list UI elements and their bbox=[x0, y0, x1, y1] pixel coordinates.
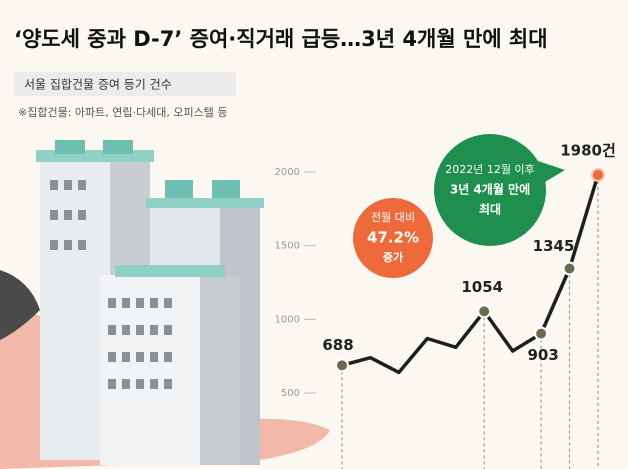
chart-subtitle: 서울 집합건물 증여 등기 건수 bbox=[24, 78, 172, 92]
annotation-bubble bbox=[353, 198, 433, 278]
y-tick-label: 500 bbox=[281, 388, 300, 399]
data-point bbox=[591, 167, 605, 182]
data-label: 688 bbox=[322, 336, 353, 354]
data-point bbox=[562, 261, 577, 276]
annotation-text: 47.2% bbox=[367, 229, 419, 247]
annotation-text: 3년 4개월 만에 bbox=[450, 182, 530, 197]
annotation-text: 증가 bbox=[383, 250, 403, 264]
y-tick-label: 2000 bbox=[275, 167, 300, 178]
chart-title: ‘양도세 중과 D-7’ 증여·직거래 급등…3년 4개월 만에 최대 bbox=[14, 27, 548, 51]
data-label: 1345 bbox=[533, 237, 575, 255]
y-tick-label: 1000 bbox=[275, 314, 300, 325]
data-point bbox=[534, 326, 549, 341]
y-tick-label: 1500 bbox=[275, 241, 300, 252]
annotation-bubble bbox=[434, 134, 546, 246]
data-point bbox=[335, 358, 349, 373]
annotation-text: 2022년 12월 이후 bbox=[445, 163, 534, 176]
annotation-text: 전월 대비 bbox=[371, 211, 415, 224]
data-line bbox=[341, 174, 600, 375]
annotation-text: 최대 bbox=[479, 202, 501, 217]
note: ※집합건물: 아파트, 연립·다세대, 오피스텔 등 bbox=[18, 106, 227, 119]
data-label: 903 bbox=[527, 346, 558, 364]
data-label: 1980건 bbox=[560, 141, 616, 159]
data-label: 1054 bbox=[461, 278, 503, 296]
subtitle-box bbox=[14, 72, 236, 96]
illustration bbox=[0, 140, 330, 469]
data-point bbox=[477, 304, 492, 319]
